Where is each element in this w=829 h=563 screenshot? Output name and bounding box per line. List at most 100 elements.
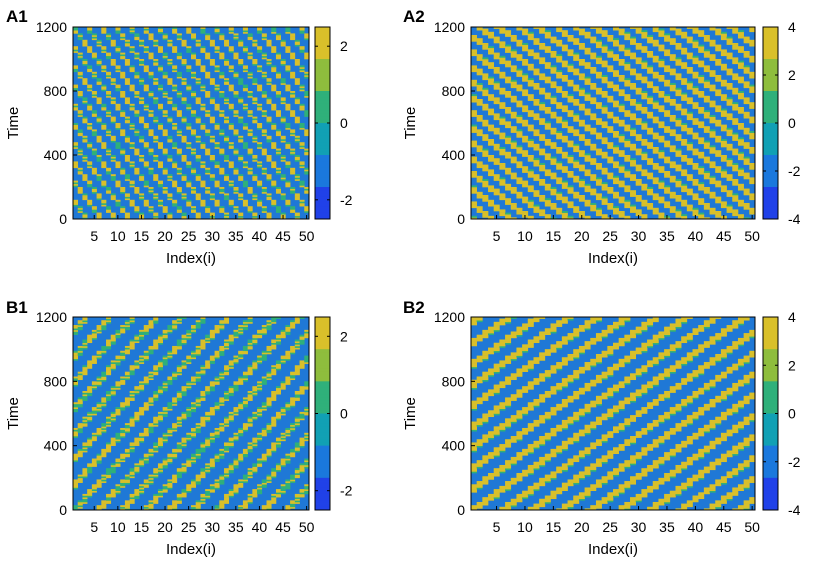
heatmap-cell: [681, 124, 688, 127]
heatmap-cell: [732, 151, 739, 154]
heatmap-cell: [252, 116, 258, 119]
colorbar-segment: [315, 84, 330, 89]
heatmap-cell: [624, 78, 631, 81]
heatmap-cell: [73, 108, 79, 111]
heatmap-cell: [266, 175, 272, 178]
heatmap-cell: [77, 151, 83, 154]
heatmap-cell: [630, 191, 637, 194]
heatmap-cell: [280, 121, 286, 124]
heatmap-cell: [658, 167, 665, 170]
heatmap-cell: [658, 94, 665, 97]
heatmap-cell: [191, 132, 197, 135]
heatmap-cell: [257, 27, 263, 29]
heatmap-cell: [669, 73, 676, 76]
heatmap-cell: [285, 84, 291, 87]
heatmap-cell: [219, 131, 225, 133]
heatmap-cell: [252, 99, 258, 101]
heatmap-cell: [186, 183, 192, 186]
heatmap-cell: [290, 75, 296, 77]
heatmap-cell: [664, 206, 671, 209]
heatmap-cell: [516, 54, 523, 57]
heatmap-cell: [533, 191, 540, 194]
heatmap-cell: [257, 107, 263, 109]
heatmap-cell: [624, 127, 631, 130]
heatmap-cell: [715, 79, 722, 82]
heatmap-cell: [692, 164, 699, 167]
heatmap-cell: [157, 143, 163, 146]
heatmap-cell: [590, 188, 597, 191]
heatmap-cell: [482, 137, 489, 140]
heatmap-cell: [219, 129, 225, 132]
heatmap-cell: [743, 116, 750, 119]
heatmap-cell: [595, 28, 602, 31]
heatmap-cell: [148, 211, 154, 213]
heatmap-cell: [595, 43, 602, 45]
heatmap-cell: [195, 159, 201, 162]
heatmap-cell: [304, 148, 310, 151]
heatmap-cell: [533, 190, 540, 193]
heatmap-cell: [499, 91, 506, 93]
heatmap-cell: [134, 33, 140, 36]
heatmap-cell: [129, 47, 135, 50]
heatmap-cell: [186, 65, 192, 68]
heatmap-cell: [635, 209, 642, 212]
heatmap-cell: [224, 174, 230, 177]
heatmap-cell: [516, 59, 523, 61]
heatmap-cell: [544, 174, 551, 177]
heatmap-cell: [709, 87, 716, 90]
heatmap-cell: [510, 39, 517, 42]
heatmap-cell: [271, 30, 277, 33]
heatmap-cell: [686, 100, 693, 103]
heatmap-cell: [96, 78, 102, 81]
heatmap-cell: [709, 166, 716, 169]
heatmap-cell: [139, 137, 145, 140]
heatmap-cell: [167, 195, 173, 197]
heatmap-cell: [573, 195, 580, 197]
heatmap-cell: [261, 110, 267, 113]
heatmap-cell: [675, 105, 682, 108]
heatmap-cell: [686, 83, 693, 85]
heatmap-cell: [200, 107, 206, 109]
heatmap-cell: [304, 92, 310, 95]
heatmap-cell: [148, 35, 154, 37]
heatmap-cell: [567, 79, 574, 82]
heatmap-cell: [743, 159, 750, 162]
heatmap-cell: [658, 107, 665, 109]
heatmap-cell: [115, 87, 121, 90]
heatmap-cell: [228, 124, 234, 127]
heatmap-cell: [280, 140, 286, 143]
heatmap-cell: [681, 140, 688, 143]
heatmap-cell: [488, 83, 495, 85]
heatmap-cell: [664, 94, 671, 97]
heatmap-cell: [167, 215, 173, 218]
heatmap-cell: [743, 129, 750, 132]
heatmap-cell: [214, 68, 220, 71]
heatmap-cell: [493, 177, 500, 180]
heatmap-cell: [590, 129, 597, 132]
heatmap-cell: [692, 60, 699, 63]
heatmap-cell: [692, 86, 699, 89]
heatmap-cell: [120, 190, 126, 193]
heatmap-cell: [720, 159, 727, 162]
heatmap-cell: [675, 89, 682, 92]
heatmap-cell: [686, 127, 693, 130]
heatmap-cell: [242, 142, 248, 145]
heatmap-cell: [200, 108, 206, 111]
heatmap-cell: [162, 206, 168, 209]
heatmap-cell: [641, 187, 648, 189]
heatmap-cell: [228, 201, 234, 204]
heatmap-cell: [91, 169, 97, 172]
heatmap-cell: [561, 110, 568, 113]
heatmap-cell: [476, 89, 483, 92]
heatmap-cell: [567, 52, 574, 55]
heatmap-cell: [607, 113, 614, 116]
heatmap-cell: [143, 107, 149, 109]
heatmap-cell: [533, 143, 540, 146]
heatmap-cell: [493, 67, 500, 69]
heatmap-cell: [471, 217, 477, 220]
heatmap-cell: [505, 139, 512, 141]
heatmap-cell: [539, 153, 546, 156]
heatmap-cell: [664, 79, 671, 82]
heatmap-cell: [471, 70, 477, 73]
heatmap-cell: [214, 127, 220, 130]
